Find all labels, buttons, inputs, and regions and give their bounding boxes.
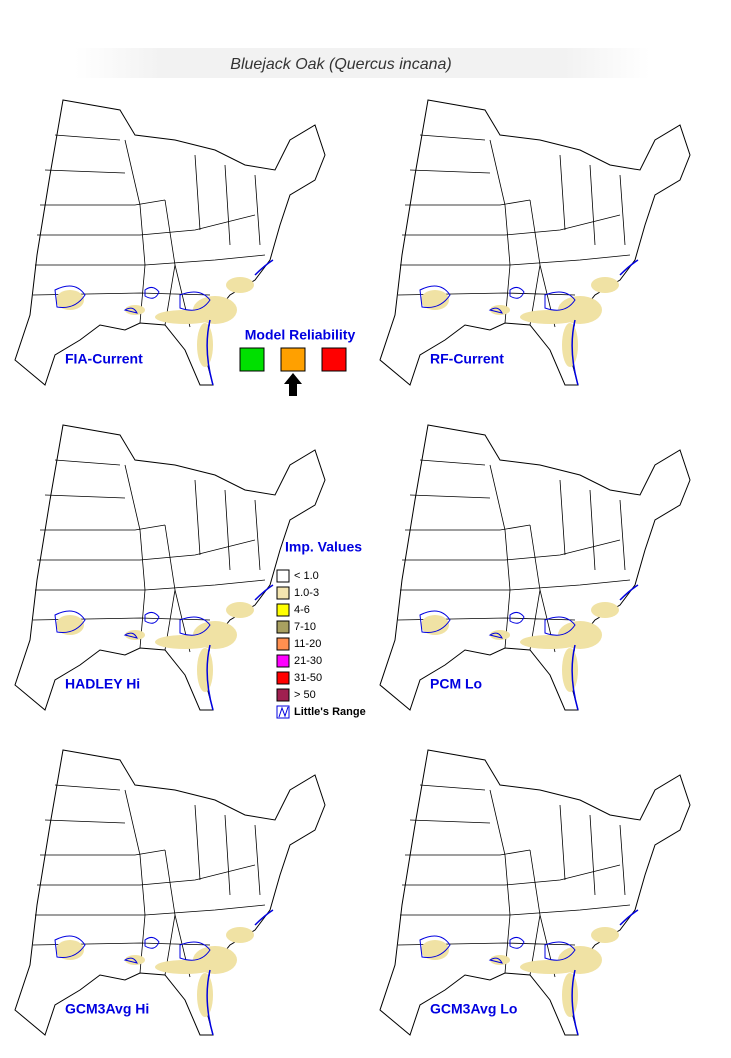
legend: < 1.0 1.0-3 4-6 7-10 11-20 21-30 31-50 > 50 Litt…: [276, 569, 366, 719]
map-label: GCM3Avg Hi: [65, 1001, 149, 1017]
map-outline: [14, 749, 326, 1036]
legend-label: 7-10: [294, 621, 316, 633]
legend-swatch: [276, 637, 290, 651]
map: [379, 99, 691, 386]
legend-range-icon: [276, 705, 290, 719]
map-label: FIA-Current: [65, 351, 143, 367]
legend-label: 4-6: [294, 604, 310, 616]
map: [14, 749, 326, 1036]
legend-swatch: [276, 671, 290, 685]
legend-swatch: [276, 569, 290, 583]
map-label: RF-Current: [430, 351, 504, 367]
legend-swatch: [276, 654, 290, 668]
maps: FIA-Current RF-Current HADLEY Hi PCM Lo GCM3…: [14, 99, 691, 1036]
arrow: [284, 373, 302, 396]
reliability-title: Model Reliability: [245, 327, 356, 343]
map: [379, 424, 691, 711]
reliability-box: [280, 347, 306, 372]
title-band: [75, 48, 650, 78]
legend-title: Imp. Values: [285, 539, 362, 555]
legend-swatch: [276, 586, 290, 600]
legend-label: 11-20: [294, 638, 321, 650]
map: [379, 749, 691, 1036]
reliability-box: [321, 347, 347, 372]
map-label: GCM3Avg Lo: [430, 1001, 517, 1017]
legend-swatch: [276, 603, 290, 617]
legend-label: Little's Range: [294, 706, 366, 718]
legend-label: 21-30: [294, 655, 322, 667]
map-label: HADLEY Hi: [65, 676, 140, 692]
reliability-box: [239, 347, 265, 372]
map-outline: [379, 424, 691, 711]
title: Bluejack Oak (Quercus incana): [230, 56, 451, 73]
map-outline: [379, 99, 691, 386]
legend-label: 31-50: [294, 672, 322, 684]
legend-label: < 1.0: [294, 570, 319, 582]
legend-label: 1.0-3: [294, 587, 319, 599]
legend-label: > 50: [294, 689, 316, 701]
map-outline: [379, 749, 691, 1036]
legend-swatch: [276, 688, 290, 702]
map-label: PCM Lo: [430, 676, 482, 692]
reliability: [239, 347, 347, 396]
legend-swatch: [276, 620, 290, 634]
